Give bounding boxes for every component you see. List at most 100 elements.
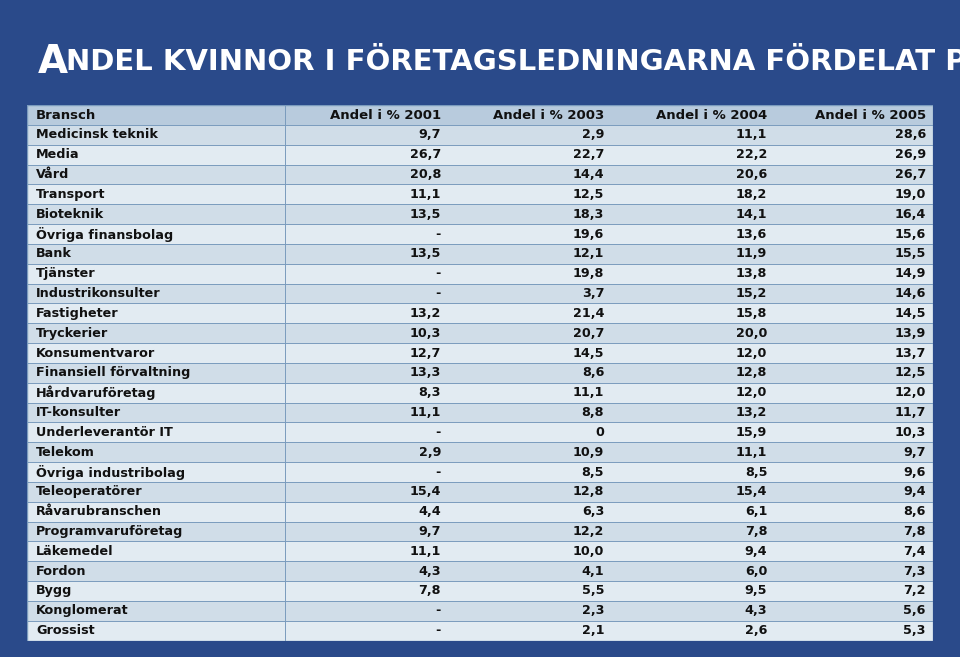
Bar [27, 105, 933, 125]
Text: Transport: Transport [36, 188, 106, 201]
Text: 13,5: 13,5 [410, 247, 441, 260]
Text: -: - [436, 466, 441, 478]
Text: Tryckerier: Tryckerier [36, 327, 108, 340]
Text: Grossist: Grossist [36, 624, 95, 637]
Text: 16,4: 16,4 [895, 208, 925, 221]
Text: 13,9: 13,9 [895, 327, 925, 340]
Text: 9,7: 9,7 [419, 525, 441, 538]
Text: 4,3: 4,3 [745, 604, 767, 618]
Text: 2,9: 2,9 [582, 128, 604, 141]
Text: 12,8: 12,8 [736, 367, 767, 379]
Bar [27, 601, 933, 621]
Text: 9,4: 9,4 [903, 486, 925, 499]
Text: 11,9: 11,9 [736, 247, 767, 260]
Bar [27, 363, 933, 383]
Text: Telekom: Telekom [36, 445, 95, 459]
Bar [27, 244, 933, 263]
Text: Underleverantör IT: Underleverantör IT [36, 426, 173, 439]
Text: 20,8: 20,8 [410, 168, 441, 181]
Text: 4,4: 4,4 [419, 505, 441, 518]
Text: 12,8: 12,8 [573, 486, 604, 499]
Text: 18,3: 18,3 [573, 208, 604, 221]
Text: 19,0: 19,0 [895, 188, 925, 201]
Bar [27, 304, 933, 323]
Text: 20,0: 20,0 [736, 327, 767, 340]
Text: 11,1: 11,1 [410, 406, 441, 419]
Text: 10,0: 10,0 [573, 545, 604, 558]
Text: 7,8: 7,8 [419, 585, 441, 597]
Text: 13,3: 13,3 [410, 367, 441, 379]
Text: Övriga industribolag: Övriga industribolag [36, 464, 185, 480]
Text: 0: 0 [595, 426, 604, 439]
Text: Andel i % 2005: Andel i % 2005 [815, 108, 925, 122]
Text: 15,4: 15,4 [735, 486, 767, 499]
Text: 11,1: 11,1 [573, 386, 604, 399]
Bar [27, 343, 933, 363]
Text: 20,7: 20,7 [573, 327, 604, 340]
Text: 22,7: 22,7 [573, 148, 604, 161]
Text: 15,6: 15,6 [895, 227, 925, 240]
Text: 8,6: 8,6 [582, 367, 604, 379]
Text: 26,7: 26,7 [410, 148, 441, 161]
Text: 6,3: 6,3 [582, 505, 604, 518]
Text: 19,6: 19,6 [573, 227, 604, 240]
Bar [27, 422, 933, 442]
Text: -: - [436, 624, 441, 637]
Text: 15,2: 15,2 [736, 287, 767, 300]
Text: 11,1: 11,1 [736, 128, 767, 141]
Text: 6,0: 6,0 [745, 564, 767, 578]
Bar [27, 263, 933, 284]
Text: 5,5: 5,5 [582, 585, 604, 597]
Text: 2,9: 2,9 [419, 445, 441, 459]
Text: 9,6: 9,6 [903, 466, 925, 478]
Text: Andel i % 2004: Andel i % 2004 [656, 108, 767, 122]
Text: 12,7: 12,7 [410, 346, 441, 359]
Text: Fordon: Fordon [36, 564, 86, 578]
Text: 7,4: 7,4 [903, 545, 925, 558]
Text: Läkemedel: Läkemedel [36, 545, 113, 558]
Bar [27, 581, 933, 601]
Text: 6,1: 6,1 [745, 505, 767, 518]
Text: 13,5: 13,5 [410, 208, 441, 221]
Text: Bioteknik: Bioteknik [36, 208, 104, 221]
Text: 10,9: 10,9 [573, 445, 604, 459]
Text: 2,1: 2,1 [582, 624, 604, 637]
Text: Övriga finansbolag: Övriga finansbolag [36, 227, 173, 242]
Text: Råvarubranschen: Råvarubranschen [36, 505, 162, 518]
Text: 13,7: 13,7 [895, 346, 925, 359]
Bar [27, 204, 933, 224]
Text: 12,2: 12,2 [573, 525, 604, 538]
Text: 4,1: 4,1 [582, 564, 604, 578]
Bar [27, 502, 933, 522]
Text: Teleoperatörer: Teleoperatörer [36, 486, 143, 499]
Text: 14,1: 14,1 [735, 208, 767, 221]
Text: 19,8: 19,8 [573, 267, 604, 280]
Text: 5,3: 5,3 [903, 624, 925, 637]
Text: 14,6: 14,6 [895, 287, 925, 300]
Text: 13,6: 13,6 [736, 227, 767, 240]
Text: 12,5: 12,5 [895, 367, 925, 379]
Text: 21,4: 21,4 [573, 307, 604, 320]
Text: Bank: Bank [36, 247, 72, 260]
Text: 8,5: 8,5 [582, 466, 604, 478]
Bar [27, 284, 933, 304]
Text: 10,3: 10,3 [895, 426, 925, 439]
Text: 13,2: 13,2 [410, 307, 441, 320]
Text: 12,1: 12,1 [573, 247, 604, 260]
Text: 20,6: 20,6 [736, 168, 767, 181]
Bar [27, 323, 933, 343]
Bar [27, 541, 933, 561]
Bar [27, 403, 933, 422]
Text: 10,3: 10,3 [410, 327, 441, 340]
Text: 12,0: 12,0 [736, 346, 767, 359]
Text: 15,9: 15,9 [736, 426, 767, 439]
Text: 15,5: 15,5 [895, 247, 925, 260]
Bar [27, 383, 933, 403]
Text: 4,3: 4,3 [419, 564, 441, 578]
Bar [27, 185, 933, 204]
Text: 9,7: 9,7 [903, 445, 925, 459]
Text: 15,8: 15,8 [736, 307, 767, 320]
Text: 12,5: 12,5 [573, 188, 604, 201]
Bar [27, 462, 933, 482]
Text: A: A [37, 43, 68, 81]
